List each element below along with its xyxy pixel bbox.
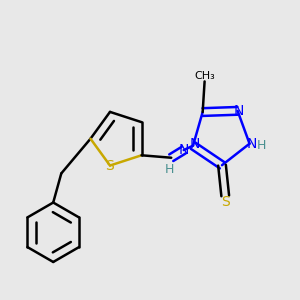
- Text: S: S: [221, 195, 230, 208]
- Text: N: N: [178, 143, 189, 157]
- Text: CH₃: CH₃: [194, 70, 215, 81]
- Text: H: H: [165, 164, 174, 176]
- Text: S: S: [106, 158, 114, 172]
- Text: H: H: [257, 139, 266, 152]
- Text: N: N: [190, 137, 200, 151]
- Text: N: N: [247, 137, 257, 151]
- Text: N: N: [234, 104, 244, 118]
